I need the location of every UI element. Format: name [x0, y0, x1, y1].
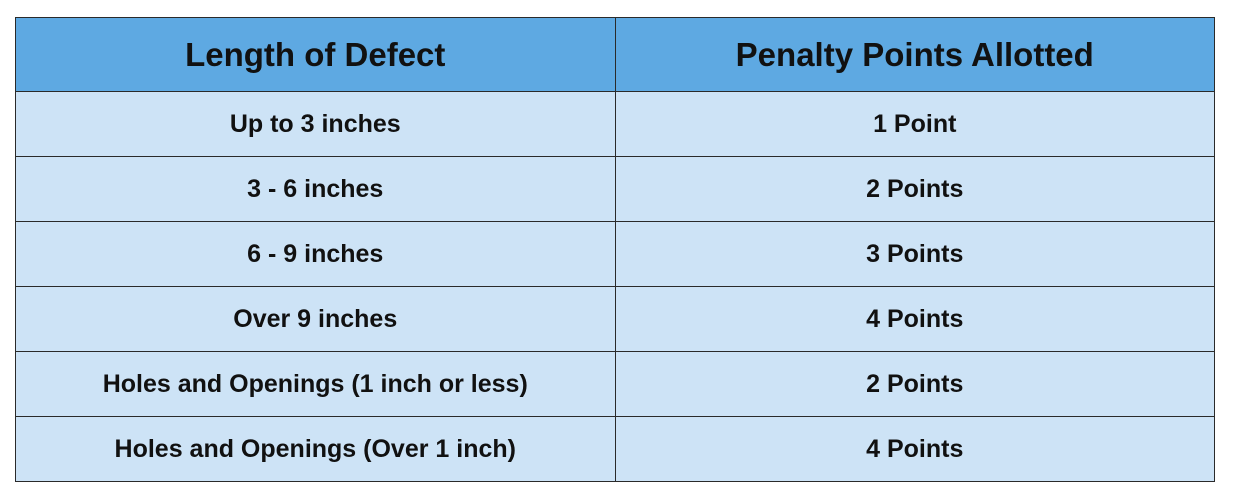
penalty-table: Length of Defect Penalty Points Allotted… — [15, 17, 1215, 482]
table-cell: 1 Point — [614, 91, 1215, 157]
table-cell: 6 - 9 inches — [15, 221, 616, 287]
table-cell: Holes and Openings (1 inch or less) — [15, 351, 616, 417]
table-row: Over 9 inches 4 Points — [15, 286, 1215, 352]
table-row: 6 - 9 inches 3 Points — [15, 221, 1215, 287]
header-row: Length of Defect Penalty Points Allotted — [15, 17, 1215, 92]
table-cell: Up to 3 inches — [15, 91, 616, 157]
table-row: Holes and Openings (Over 1 inch) 4 Points — [15, 416, 1215, 482]
table-cell: 2 Points — [614, 351, 1215, 417]
table-cell: 4 Points — [614, 416, 1215, 482]
table-cell: 3 - 6 inches — [15, 156, 616, 222]
table-body: Up to 3 inches 1 Point 3 - 6 inches 2 Point… — [15, 91, 1215, 482]
table-cell: Over 9 inches — [15, 286, 616, 352]
header-cell: Penalty Points Allotted — [614, 17, 1215, 92]
header-cell: Length of Defect — [15, 17, 616, 92]
table-row: 3 - 6 inches 2 Points — [15, 156, 1215, 222]
table-cell: 4 Points — [614, 286, 1215, 352]
table-header: Length of Defect Penalty Points Allotted — [15, 17, 1215, 92]
table-cell: 2 Points — [614, 156, 1215, 222]
table-cell: 3 Points — [614, 221, 1215, 287]
table-row: Holes and Openings (1 inch or less) 2 Poi… — [15, 351, 1215, 417]
table-cell: Holes and Openings (Over 1 inch) — [15, 416, 616, 482]
table-row: Up to 3 inches 1 Point — [15, 91, 1215, 157]
